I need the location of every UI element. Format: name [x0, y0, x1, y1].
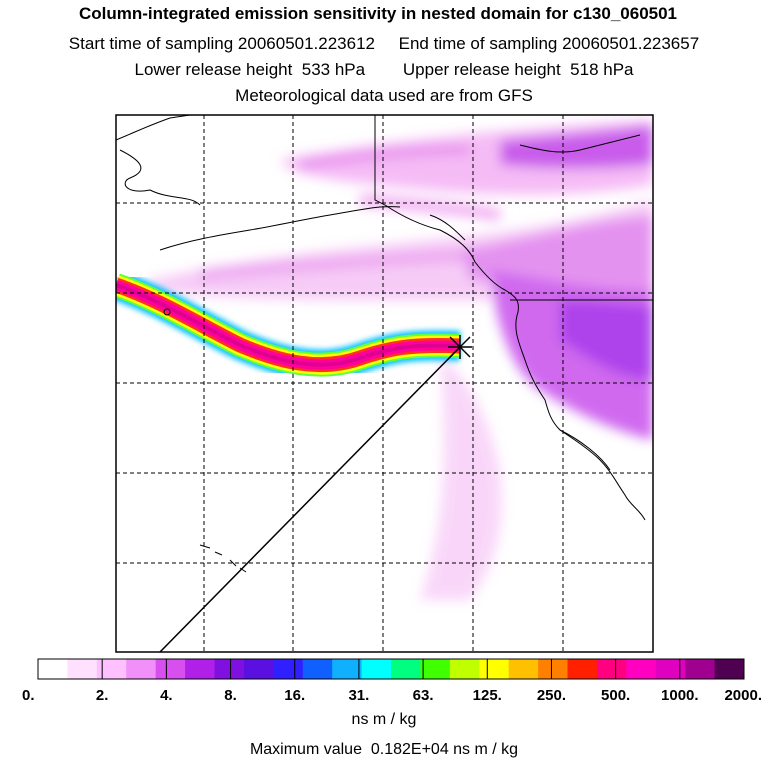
sensitivity-field — [116, 115, 653, 652]
colorbar-swatch — [273, 659, 304, 679]
colorbar-tick-label: 4. — [160, 687, 173, 704]
colorbar-swatch — [685, 659, 716, 679]
colorbar-unit-label: ns m / kg — [351, 711, 417, 728]
colorbar-tick-label: 16. — [284, 687, 305, 704]
maximum-value-label: Maximum value 0.182E+04 ns m / kg — [249, 741, 519, 758]
lat-lon-grid — [116, 115, 653, 652]
colorbar-tick-label: 2000. — [724, 687, 762, 704]
colorbar-swatch — [538, 659, 568, 679]
colorbar-swatch — [391, 659, 421, 679]
colorbar-swatch — [714, 659, 745, 679]
colorbar-swatch — [596, 659, 627, 679]
colorbar-swatch — [420, 659, 451, 679]
colorbar — [37, 658, 745, 680]
colorbar-swatch — [38, 659, 68, 679]
colorbar-swatch — [449, 659, 480, 679]
colorbar-tick-label: 63. — [413, 687, 434, 704]
colorbar-swatch — [567, 659, 598, 679]
colorbar-swatch — [155, 659, 186, 679]
release-heights: Lower release height 533 hPa Upper relea… — [134, 60, 634, 79]
colorbar-swatch — [332, 659, 363, 679]
colorbar-tick-label: 8. — [224, 687, 237, 704]
colorbar-swatch — [185, 659, 215, 679]
flight-track-line — [159, 346, 461, 652]
coastlines — [116, 115, 653, 573]
colorbar-swatch — [243, 659, 274, 679]
map-frame — [115, 114, 654, 653]
colorbar-tick-label: 2. — [96, 687, 109, 704]
met-data-source: Meteorological data used are from GFS — [235, 86, 533, 105]
colorbar-swatch — [479, 659, 510, 679]
colorbar-swatch — [96, 659, 127, 679]
colorbar-tick-labels: 0. 2. 4. 8. 16. 31. 63. 125. 250. 500. 1000. 2000. — [22, 687, 762, 704]
colorbar-tick-label: 250. — [537, 687, 566, 704]
colorbar-swatch — [508, 659, 539, 679]
colorbar-tick-label: 125. — [473, 687, 502, 704]
sampling-times: Start time of sampling 20060501.223612 E… — [68, 34, 700, 53]
chart-title: Column-integrated emission sensitivity i… — [78, 4, 678, 23]
colorbar-swatch — [67, 659, 98, 679]
colorbar-swatch — [126, 659, 157, 679]
colorbar-swatch — [361, 659, 392, 679]
colorbar-tick-label: 500. — [601, 687, 630, 704]
release-point-marker — [448, 335, 472, 359]
colorbar-swatch — [214, 659, 245, 679]
colorbar-tick-label: 1000. — [661, 687, 699, 704]
colorbar-swatch — [626, 659, 657, 679]
colorbar-tick-label: 0. — [22, 687, 35, 704]
colorbar-swatch — [302, 659, 333, 679]
track-point-marker — [163, 308, 171, 316]
colorbar-swatch — [655, 659, 686, 679]
colorbar-tick-label: 31. — [348, 687, 369, 704]
